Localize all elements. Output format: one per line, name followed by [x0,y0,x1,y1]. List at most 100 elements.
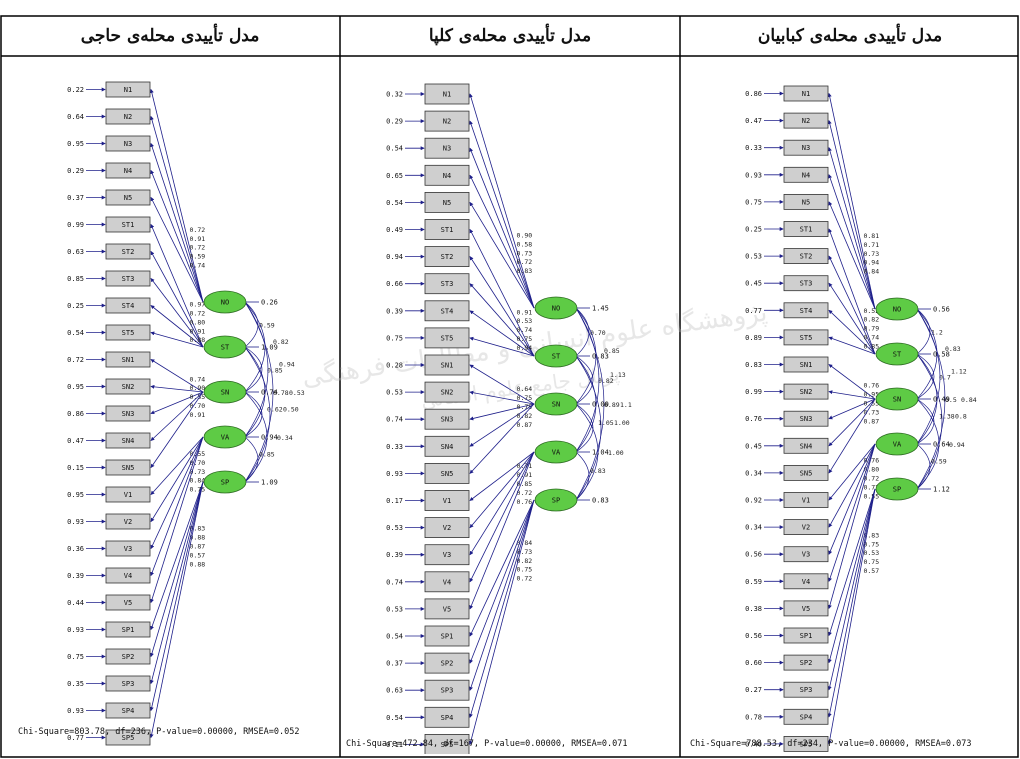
correlation-arc [916,308,938,400]
loading-label: 0.91 [190,327,206,335]
loading-arrow [828,443,876,582]
error-variance-label: 0.95 [67,140,84,148]
loading-arrow [150,169,204,303]
indicator-box [105,567,151,584]
loading-label: 0.80 [190,318,206,326]
indicator-label: ST5 [122,329,135,337]
loading-label: 0.74 [190,375,206,383]
loading-label: 0.73 [190,468,206,476]
indicator-box [783,275,829,292]
loading-label: 0.77 [863,483,879,491]
correlation-arc [575,451,590,501]
loading-label: 0.72 [190,244,206,252]
error-variance-label: 0.54 [386,199,403,207]
loading-label: 0.76 [517,498,533,506]
loading-label: 0.75 [517,335,533,343]
correlation-arc [916,398,935,445]
correlation-label: 0.82 [273,338,289,346]
indicator-label: SP3 [122,680,135,688]
correlation-arc [244,301,266,393]
indicator-box [105,621,151,638]
indicator-box [783,627,829,644]
error-variance-label: 0.34 [745,524,762,532]
indicator-box [105,378,151,395]
loading-arrow [469,147,535,309]
loading-arrow [469,403,535,421]
correlation-arc [575,355,602,501]
indicator-box [424,137,470,159]
factor-variance-label: 1.45 [592,305,609,313]
loading-arrow [150,436,204,523]
indicator-box [105,243,151,260]
correlation-label: 0.8 [955,413,967,421]
indicator-label: ST2 [800,253,813,261]
correlation-label: 0.85 [604,347,620,355]
indicator-box [783,546,829,563]
loading-label: 0.72 [517,258,533,266]
loading-label: 0.88 [190,534,206,542]
factor-label: NO [552,305,560,313]
loading-arrow [828,398,876,474]
error-variance-label: 0.49 [386,226,403,234]
error-variance-label: 0.29 [67,167,84,175]
indicator-label: SN4 [122,437,135,445]
indicator-label: SP4 [441,714,454,722]
correlation-arc [916,308,941,445]
loading-arrow [469,390,535,405]
indicator-label: N4 [802,171,810,179]
error-variance-label: 0.86 [67,410,84,418]
error-variance-label: 0.77 [745,307,762,315]
loading-label: 0.72 [863,474,879,482]
correlation-label: 1.05 [598,419,614,427]
error-variance-label: 0.93 [745,171,762,179]
loading-label: 0.94 [517,344,533,352]
correlation-label: 1.2 [931,329,943,337]
loading-arrow [150,384,204,393]
loading-label: 0.75 [517,566,533,574]
loading-arrow [828,398,876,420]
loading-arrow [828,309,876,355]
indicator-box [424,354,470,376]
loading-label: 0.80 [863,465,879,473]
indicator-label: SN2 [122,383,135,391]
error-variance-label: 0.63 [386,687,403,695]
correlation-arc [244,346,271,483]
loading-label: 0.91 [517,308,533,316]
indicator-box [105,135,151,152]
error-variance-label: 0.47 [67,437,84,445]
error-variance-label: 0.37 [386,660,403,668]
loading-arrow [149,481,204,739]
correlation-arc [575,355,594,405]
loading-label: 0.53 [863,549,879,557]
indicator-box [424,327,470,349]
error-variance-label: 0.93 [67,518,84,526]
indicator-label: SP5 [122,734,135,742]
loading-label: 0.73 [863,408,879,416]
indicator-box [424,435,470,457]
indicator-label: ST4 [800,307,813,315]
error-variance-label: 0.11 [386,741,403,749]
indicator-box [424,381,470,403]
loading-arrow [469,201,535,309]
indicator-box [105,297,151,314]
loading-arrow [828,336,876,355]
correlation-arc [244,391,268,483]
correlation-label: 0.94 [279,361,295,369]
loading-label: 0.79 [863,325,879,333]
indicator-box [783,356,829,373]
indicator-box [783,139,829,156]
loading-label: 0.91 [190,235,206,243]
loading-label: 0.75 [863,558,879,566]
loading-label: 0.87 [863,417,879,425]
indicator-label: SN3 [441,416,454,424]
indicator-box [105,486,151,503]
error-variance-label: 0.54 [386,714,403,722]
title-kababian: مدل تأییدی محله‌ی کبابیان [757,26,943,46]
indicator-box [105,675,151,692]
error-variance-label: 0.75 [67,653,84,661]
correlation-label: 0.82 [598,377,614,385]
loading-arrow [150,436,204,604]
loading-label: 0.57 [190,551,206,559]
correlation-arc [916,308,946,490]
loading-label: 0.71 [517,462,533,470]
